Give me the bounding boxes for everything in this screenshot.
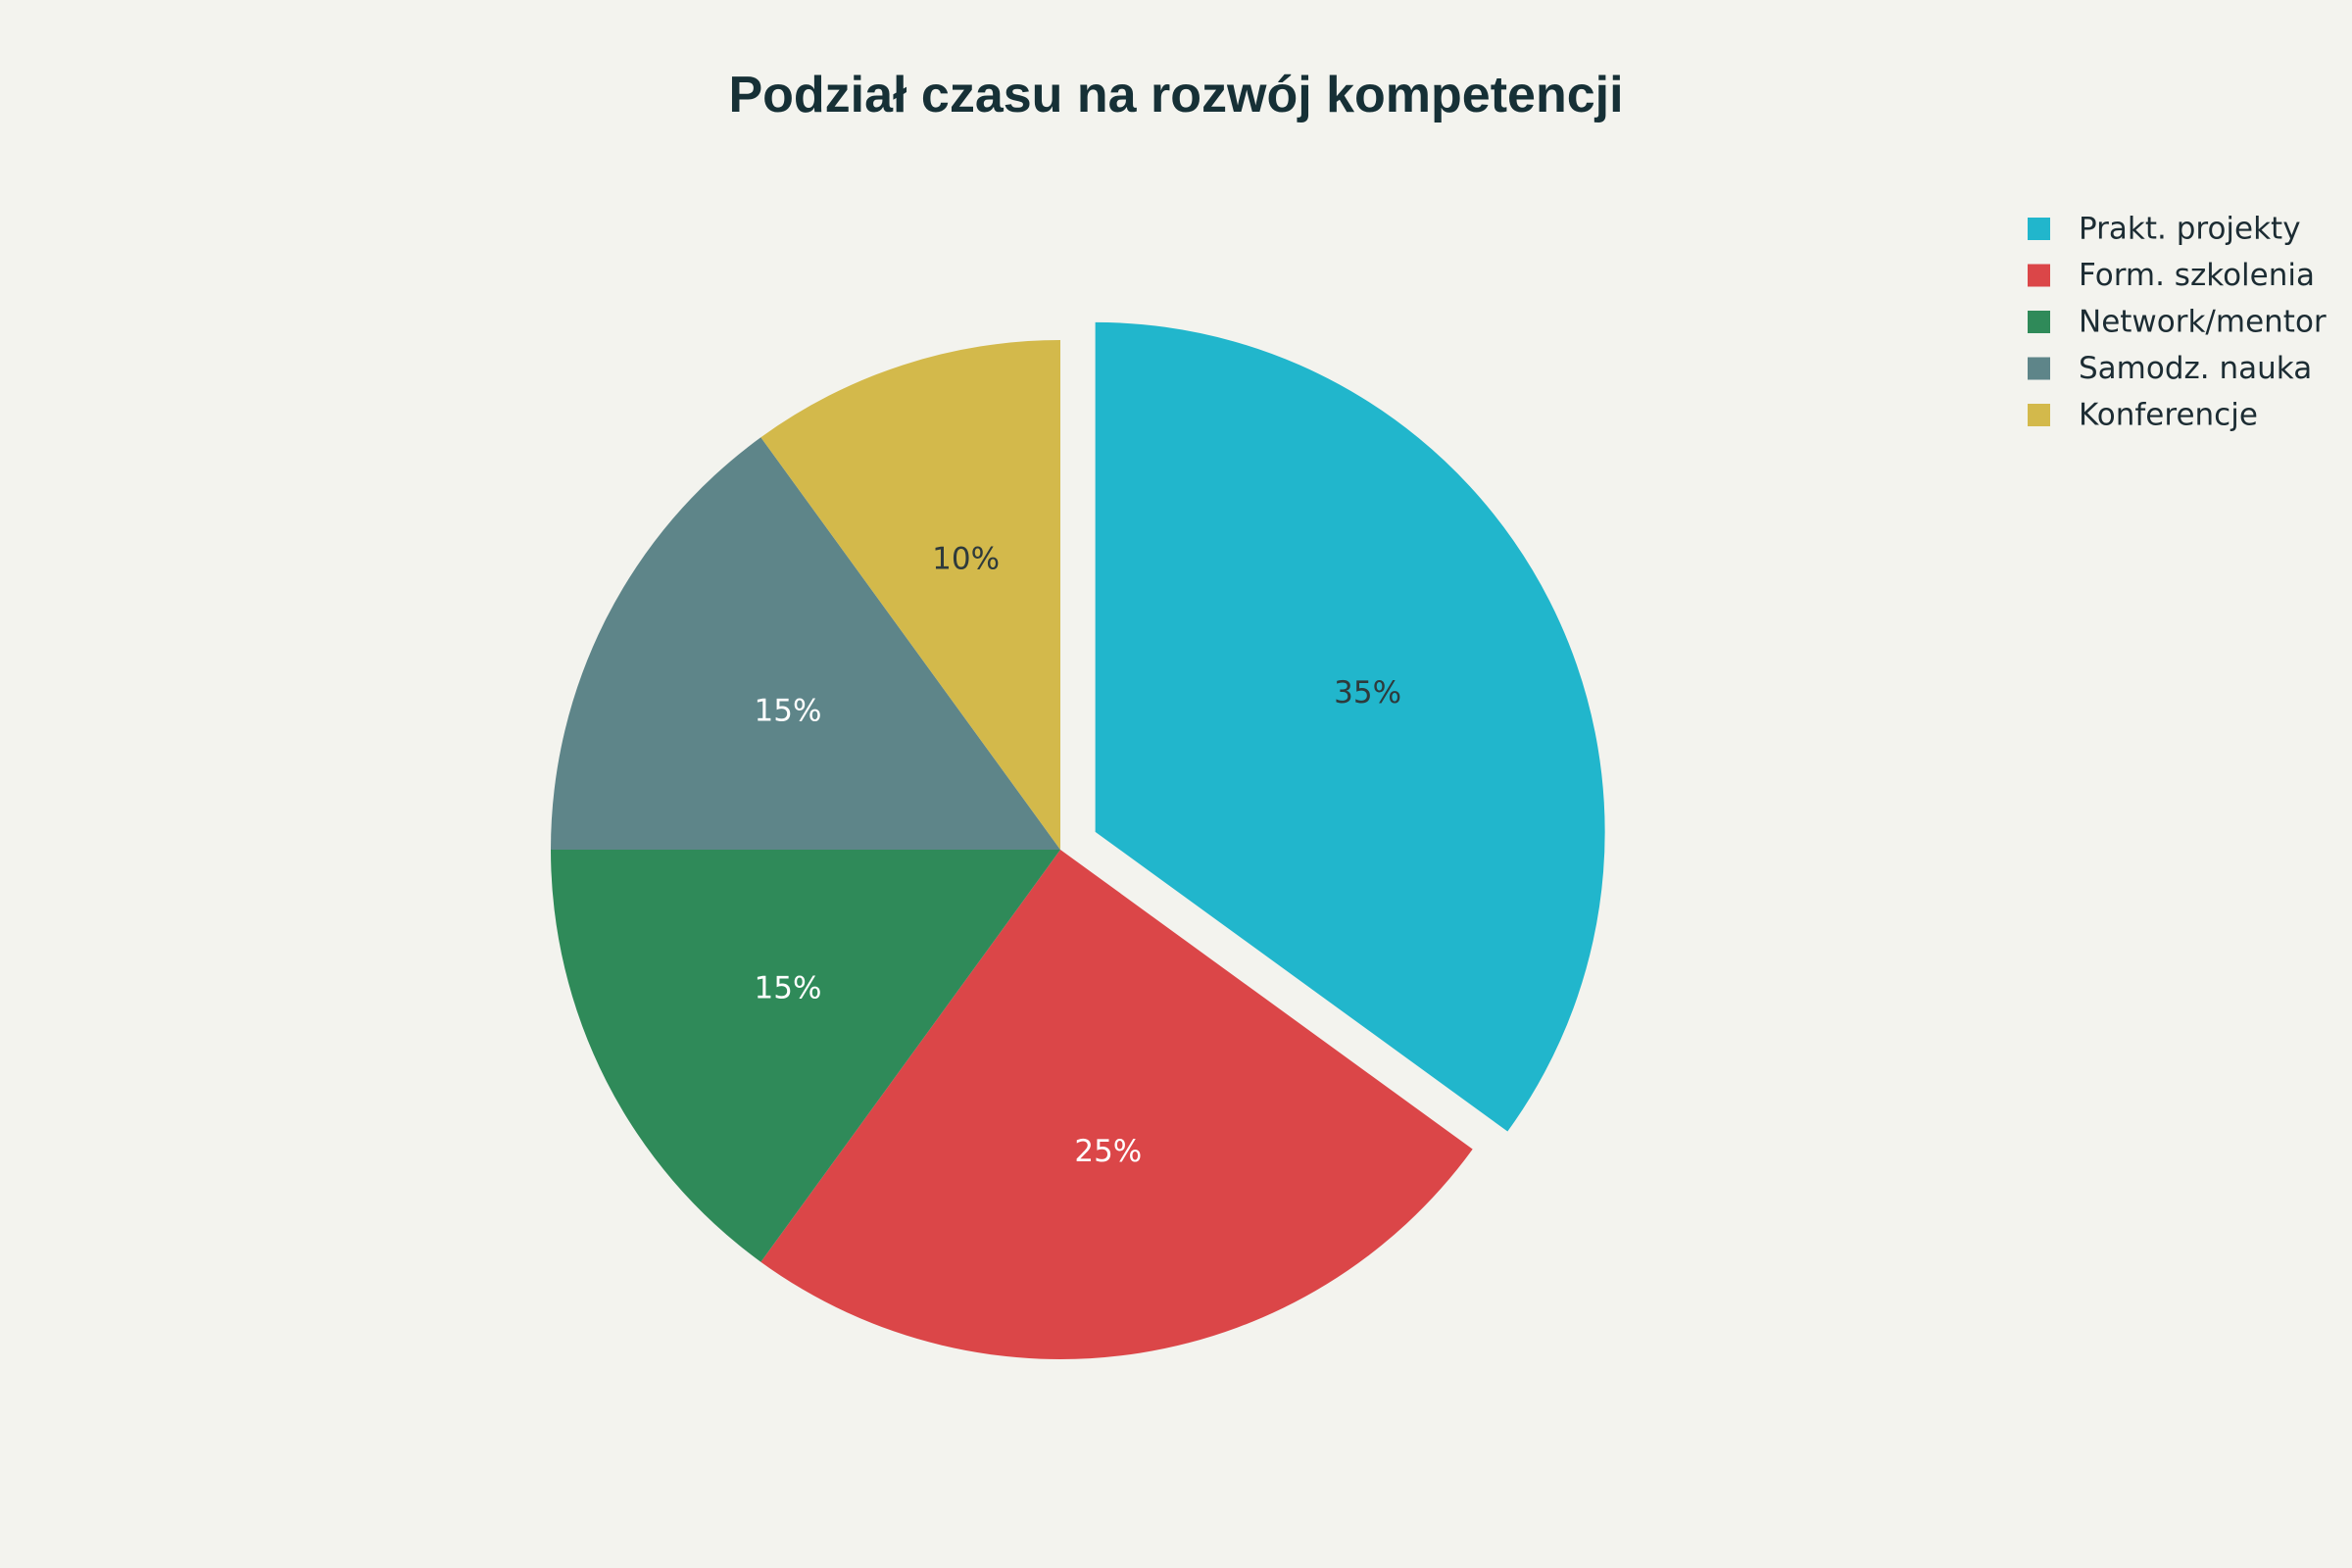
- legend-item-samodz-nauka: Samodz. nauka: [2028, 351, 2312, 386]
- slice-label-samodz-nauka: 15%: [755, 693, 822, 728]
- legend-swatch-samodz-nauka: [2028, 357, 2050, 380]
- legend-item-konferencje: Konferencje: [2028, 398, 2258, 433]
- pie-slices: [551, 321, 1605, 1359]
- legend-label-form-szkolenia: Form. szkolenia: [2079, 258, 2315, 293]
- legend-swatch-network-mentor: [2028, 311, 2050, 333]
- slice-label-konferencje: 10%: [932, 541, 1000, 576]
- slice-form-szkolenia: [760, 850, 1473, 1359]
- legend-item-form-szkolenia: Form. szkolenia: [2028, 258, 2315, 293]
- slice-samodz-nauka: [551, 437, 1060, 850]
- legend-item-prakt-projekty: Prakt. projekty: [2028, 212, 2301, 247]
- slice-prakt-projekty: [1095, 321, 1605, 1132]
- legend-label-samodz-nauka: Samodz. nauka: [2079, 351, 2312, 386]
- legend-item-network-mentor: Network/mentor: [2028, 305, 2327, 340]
- slice-network-mentor: [551, 850, 1060, 1262]
- legend-label-prakt-projekty: Prakt. projekty: [2079, 212, 2301, 247]
- legend-swatch-form-szkolenia: [2028, 264, 2050, 287]
- slice-label-form-szkolenia: 25%: [1074, 1134, 1142, 1169]
- pie-slice-labels: 35% 25% 15% 15% 10%: [755, 541, 1402, 1169]
- legend-label-konferencje: Konferencje: [2079, 398, 2258, 433]
- legend-swatch-konferencje: [2028, 404, 2050, 426]
- slice-label-network-mentor: 15%: [755, 971, 822, 1006]
- legend: Prakt. projekty Form. szkolenia Network/me…: [2028, 212, 2327, 433]
- legend-label-network-mentor: Network/mentor: [2079, 305, 2327, 340]
- legend-swatch-prakt-projekty: [2028, 218, 2050, 240]
- chart-title: Podział czasu na rozwój kompetencji: [728, 67, 1623, 123]
- slice-label-prakt-projekty: 35%: [1334, 675, 1401, 710]
- slice-konferencje: [760, 340, 1060, 850]
